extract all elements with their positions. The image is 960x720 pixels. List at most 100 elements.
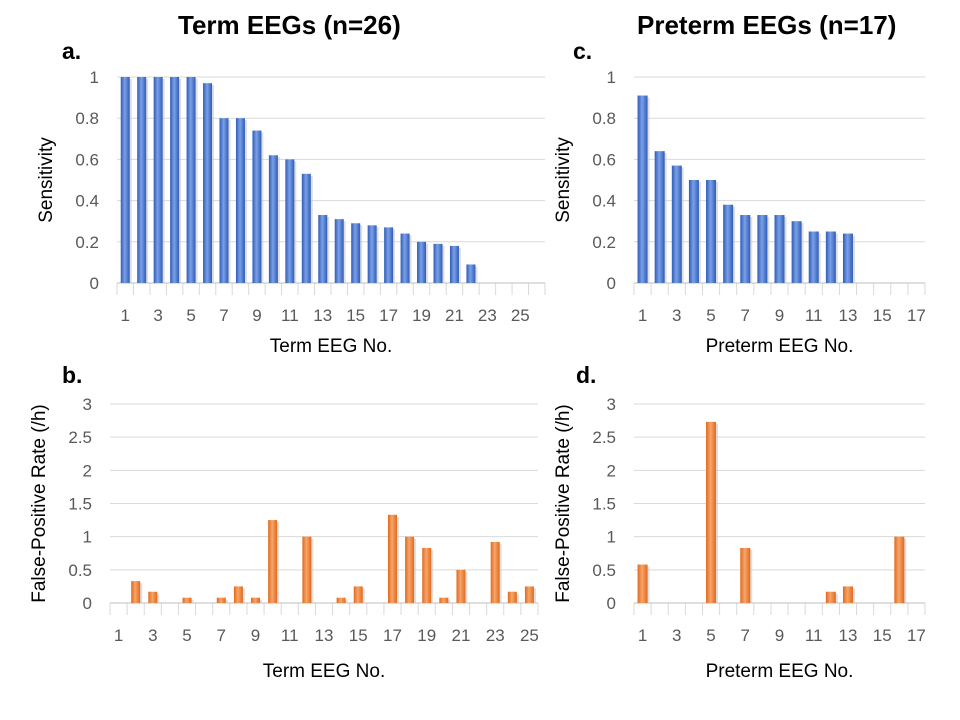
x-tick-label: 11 (281, 306, 299, 325)
bar (216, 597, 226, 603)
y-tick-label: 2 (83, 461, 92, 480)
bar (301, 173, 311, 283)
x-tick-label: 5 (186, 306, 195, 325)
y-tick-label: 0.8 (592, 109, 616, 128)
x-tick-label: 15 (349, 626, 368, 645)
x-tick-label: 11 (805, 306, 823, 325)
x-tick-label: 1 (114, 626, 123, 645)
x-axis-label: Preterm EEG No. (706, 661, 854, 682)
bar (774, 215, 785, 283)
x-tick-label: 13 (315, 626, 334, 645)
y-tick-label: 1 (90, 68, 99, 87)
x-tick-label: 9 (252, 306, 261, 325)
bar (688, 180, 699, 283)
x-tick-label: 9 (775, 306, 784, 325)
x-tick-label: 3 (153, 306, 162, 325)
bar (334, 219, 344, 283)
bar (825, 591, 836, 603)
bar (120, 77, 130, 283)
x-tick-label: 9 (251, 626, 260, 645)
bar (671, 165, 682, 283)
bar (842, 233, 853, 283)
bar (524, 586, 534, 603)
y-tick-label: 1 (607, 528, 616, 547)
bar (318, 215, 328, 283)
x-tick-label: 7 (741, 306, 750, 325)
y-tick-label: 1 (607, 68, 616, 87)
x-tick-label: 7 (217, 626, 226, 645)
heading-preterm: Preterm EEGs (n=17) (637, 10, 897, 40)
y-tick-label: 0 (83, 594, 92, 613)
heading-term: Term EEGs (n=26) (178, 10, 401, 40)
x-tick-label: 11 (805, 626, 823, 645)
bar (170, 77, 180, 283)
bar (387, 514, 397, 603)
y-tick-label: 0.2 (75, 233, 99, 252)
bar (449, 245, 459, 283)
x-axis-label: Term EEG No. (263, 661, 385, 682)
x-tick-label: 9 (775, 626, 784, 645)
bar (808, 231, 819, 283)
x-tick-label: 17 (383, 626, 402, 645)
y-tick-label: 0 (90, 274, 99, 293)
x-tick-label: 23 (486, 626, 505, 645)
y-axis-label: False-Positive Rate (/h) (29, 404, 50, 603)
bar (131, 581, 141, 603)
y-tick-label: 0 (607, 594, 616, 613)
bar (400, 233, 410, 283)
x-tick-label: 21 (451, 626, 470, 645)
y-tick-label: 1.5 (68, 495, 92, 514)
x-tick-label: 17 (379, 306, 398, 325)
bar (757, 215, 768, 283)
y-axis-label: Sensitivity (553, 137, 574, 223)
y-tick-label: 3 (83, 395, 92, 414)
y-tick-label: 0.4 (75, 192, 99, 211)
bar (233, 586, 243, 603)
x-tick-label: 5 (706, 306, 715, 325)
bar (637, 95, 648, 283)
x-tick-label: 25 (511, 306, 530, 325)
bar (740, 547, 751, 603)
bar (637, 564, 648, 603)
bar (203, 83, 213, 284)
x-tick-label: 17 (907, 306, 926, 325)
x-tick-label: 21 (445, 306, 464, 325)
x-tick-label: 3 (148, 626, 157, 645)
y-tick-label: 2 (607, 461, 616, 480)
x-tick-label: 19 (417, 626, 436, 645)
x-tick-label: 3 (672, 306, 681, 325)
y-axis-label: Sensitivity (36, 137, 57, 223)
y-tick-label: 0 (607, 274, 616, 293)
bar (791, 221, 802, 283)
bar (825, 231, 836, 283)
bar (422, 547, 432, 603)
x-tick-label: 13 (839, 306, 858, 325)
bar (507, 591, 517, 603)
bar (353, 586, 363, 603)
bar (182, 597, 192, 603)
bar (439, 597, 449, 603)
y-tick-label: 0.5 (68, 561, 92, 580)
bar (351, 223, 361, 283)
bar (252, 130, 262, 283)
bar (235, 118, 245, 283)
y-tick-label: 3 (607, 395, 616, 414)
bar (367, 225, 377, 283)
bar (433, 243, 443, 283)
x-tick-label: 25 (520, 626, 539, 645)
x-tick-label: 7 (219, 306, 228, 325)
bar (219, 118, 229, 283)
x-tick-label: 13 (839, 626, 858, 645)
x-axis-label: Term EEG No. (270, 336, 392, 357)
x-tick-label: 5 (182, 626, 191, 645)
y-tick-label: 0.8 (75, 109, 99, 128)
panel-label-b: b. (62, 362, 83, 388)
bar (137, 77, 147, 283)
bar (336, 597, 346, 603)
bar (153, 77, 163, 283)
bar (466, 264, 476, 283)
x-tick-label: 1 (638, 626, 647, 645)
panel-label-c: c. (573, 38, 593, 64)
bar (894, 536, 905, 603)
